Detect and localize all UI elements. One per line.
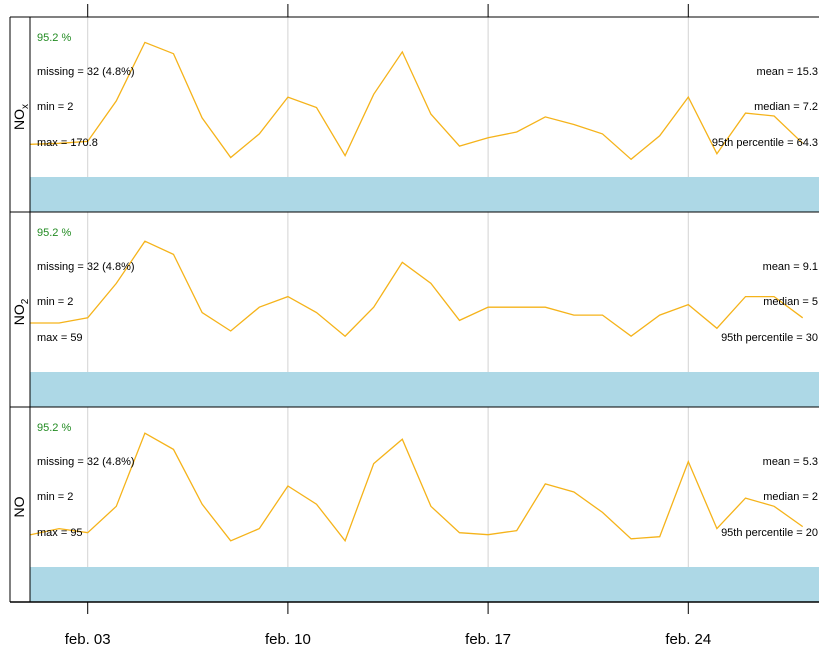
stat-left: max = 59	[37, 332, 83, 344]
stat-left: min = 2	[37, 101, 73, 113]
stat-right: 95th percentile = 20	[721, 527, 818, 539]
panel-name: NO	[11, 496, 27, 517]
panel-name-subscript: x	[20, 104, 31, 109]
stat-right: median = 5	[763, 296, 818, 308]
stat-left: missing = 32 (4.8%)	[37, 456, 135, 468]
panel-frames	[9, 16, 819, 603]
stat-right: median = 7.2	[754, 101, 818, 113]
panel-strip-label: NO2	[11, 298, 31, 325]
x-tick-label: feb. 03	[65, 631, 111, 648]
missing-data-bars	[30, 177, 819, 602]
x-tick-label: feb. 24	[665, 631, 711, 648]
series-line-no2	[30, 240, 804, 338]
stat-right: median = 2	[763, 491, 818, 503]
series-line-no	[30, 432, 804, 543]
panel-strip-label: NOx	[11, 104, 31, 130]
x-tick-label: feb. 17	[465, 631, 511, 648]
panel-name-subscript: 2	[20, 298, 31, 304]
stat-left: max = 170.8	[37, 137, 98, 149]
x-tick-label: feb. 10	[265, 631, 311, 648]
panel-name: NOx	[11, 104, 31, 130]
stat-left: min = 2	[37, 491, 73, 503]
coverage-bar	[30, 567, 819, 602]
stat-right: mean = 9.1	[763, 261, 818, 273]
stat-right: 95th percentile = 64.3	[712, 137, 818, 149]
coverage-percent: 95.2 %	[37, 227, 71, 239]
coverage-bar	[30, 372, 819, 407]
stat-left: max = 95	[37, 527, 83, 539]
panel-strip-label: NO	[11, 496, 27, 517]
panel-name: NO2	[11, 298, 31, 325]
series-lines	[30, 41, 804, 543]
grid-layer	[87, 17, 689, 602]
stat-left: min = 2	[37, 296, 73, 308]
x-axis: feb. 03 feb. 10 feb. 17 feb. 24	[65, 4, 711, 648]
coverage-bar	[30, 177, 819, 212]
stat-left: missing = 32 (4.8%)	[37, 66, 135, 78]
stat-right: mean = 15.3	[757, 66, 818, 78]
stat-right: mean = 5.3	[763, 456, 818, 468]
series-line-nox	[30, 41, 804, 161]
coverage-percent: 95.2 %	[37, 32, 71, 44]
coverage-percent: 95.2 %	[37, 422, 71, 434]
stat-right: 95th percentile = 30	[721, 332, 818, 344]
stat-left: missing = 32 (4.8%)	[37, 261, 135, 273]
